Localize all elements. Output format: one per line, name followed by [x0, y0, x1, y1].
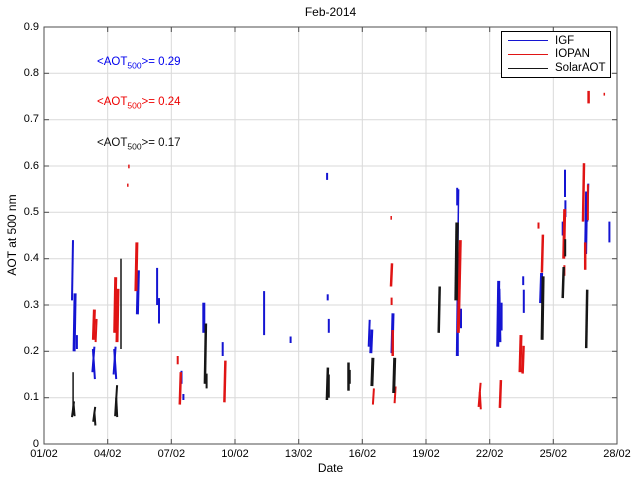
data-series-IGF: [71, 169, 611, 400]
legend-item-igf: IGF: [502, 34, 610, 47]
legend: IGF IOPAN SolarAOT: [501, 31, 611, 78]
annotation-subscript: 500: [127, 100, 142, 111]
y-tick-label: 0.8: [23, 66, 39, 79]
y-tick-label: 0.2: [23, 344, 39, 357]
data-series-SolarAOT: [71, 222, 589, 426]
annotation-text: <AOT: [97, 96, 128, 108]
legend-label-iopan: IOPAN: [555, 48, 590, 61]
gridlines: [44, 27, 617, 444]
y-tick-label: 0.3: [23, 298, 39, 311]
x-tick-label: 19/02: [412, 448, 440, 460]
y-tick-label: 0: [32, 437, 39, 450]
annotation-subscript: 500: [127, 60, 142, 71]
x-tick-label: 28/02: [603, 448, 631, 460]
x-axis-label: Date: [317, 461, 344, 475]
annotation-text: >= 0.17: [141, 137, 181, 149]
legend-item-iopan: IOPAN: [502, 48, 610, 61]
legend-label-igf: IGF: [555, 34, 575, 47]
x-tick-label: 07/02: [157, 448, 186, 460]
annotation-subscript: 500: [127, 141, 142, 152]
axes-box: [43, 26, 618, 445]
annotation-text: <AOT: [97, 56, 128, 68]
legend-item-solaraot: SolarAOT: [502, 62, 610, 75]
mean-annotation-iopan: <AOT500>= 0.24: [97, 96, 181, 110]
x-tick-label: 01/02: [30, 448, 58, 460]
y-tick-label: 0.1: [23, 391, 39, 404]
data-series-IOPAN: [91, 90, 606, 410]
legend-line-sample-igf: [508, 40, 548, 42]
x-tick-label: 22/02: [475, 448, 504, 460]
legend-line-sample-solaraot: [508, 67, 548, 69]
y-tick-label: 0.5: [23, 205, 39, 218]
y-tick-label: 0.6: [23, 159, 39, 172]
x-tick-label: 16/02: [348, 448, 377, 460]
annotation-text: >= 0.24: [141, 96, 181, 108]
x-tick-label: 04/02: [93, 448, 122, 460]
annotation-text: >= 0.29: [141, 56, 181, 68]
annotation-text: <AOT: [97, 137, 128, 149]
y-tick-label: 0.7: [23, 113, 39, 126]
y-tick-label: 0.9: [23, 20, 39, 33]
x-tick-label: 25/02: [539, 448, 568, 460]
legend-label-solaraot: SolarAOT: [555, 62, 606, 75]
y-axis-label: AOT at 500 nm: [5, 194, 19, 276]
mean-annotation-igf: <AOT500>= 0.29: [97, 56, 181, 70]
x-tick-label: 13/02: [284, 448, 313, 460]
y-tick-label: 0.4: [23, 252, 39, 265]
legend-line-sample-iopan: [508, 53, 548, 55]
mean-annotation-solaraot: <AOT500>= 0.17: [97, 137, 181, 151]
chart-title: Feb-2014: [304, 5, 357, 19]
x-tick-label: 10/02: [221, 448, 249, 460]
